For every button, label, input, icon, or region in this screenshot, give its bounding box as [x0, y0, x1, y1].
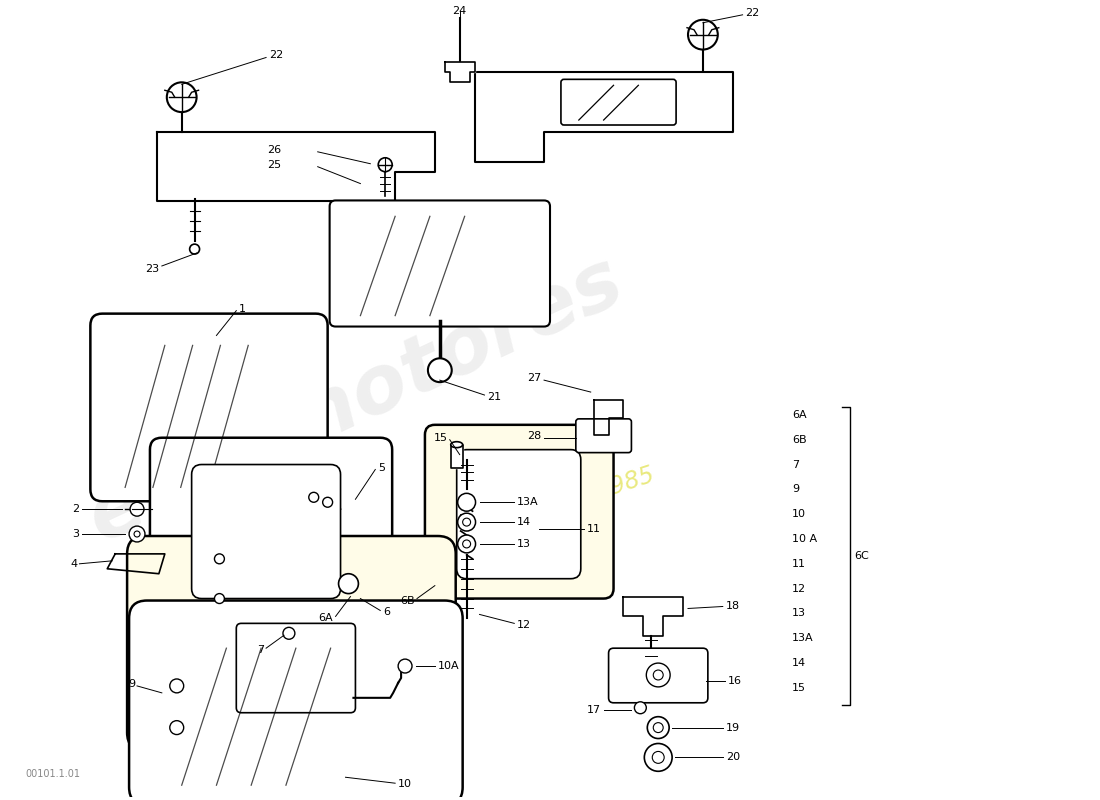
Circle shape — [458, 494, 475, 511]
Text: 2: 2 — [73, 504, 79, 514]
FancyBboxPatch shape — [456, 450, 581, 578]
FancyBboxPatch shape — [425, 425, 614, 598]
Text: 6B: 6B — [792, 434, 807, 445]
Text: 1: 1 — [240, 304, 246, 314]
Circle shape — [169, 679, 184, 693]
Polygon shape — [474, 72, 733, 162]
Polygon shape — [157, 132, 434, 202]
Polygon shape — [594, 400, 624, 434]
Text: 26: 26 — [267, 145, 280, 155]
Text: 12: 12 — [792, 584, 806, 594]
Text: 6: 6 — [383, 607, 390, 618]
FancyBboxPatch shape — [90, 314, 328, 502]
Circle shape — [189, 244, 199, 254]
FancyBboxPatch shape — [150, 438, 393, 620]
Text: 27: 27 — [527, 373, 541, 383]
Circle shape — [635, 702, 647, 714]
Text: 22: 22 — [746, 8, 760, 18]
Text: 9: 9 — [792, 484, 800, 494]
Text: 7: 7 — [257, 645, 264, 655]
Circle shape — [214, 554, 224, 564]
Text: 15: 15 — [433, 433, 448, 442]
Text: 9: 9 — [128, 679, 135, 689]
Text: 24: 24 — [452, 6, 466, 16]
Text: 14: 14 — [792, 658, 806, 668]
Circle shape — [130, 502, 144, 516]
Circle shape — [463, 540, 471, 548]
Text: 13: 13 — [792, 609, 806, 618]
Text: 14: 14 — [517, 517, 531, 527]
Circle shape — [134, 531, 140, 537]
Circle shape — [652, 751, 664, 763]
Text: 7: 7 — [792, 459, 800, 470]
Circle shape — [647, 717, 669, 738]
Text: 10A: 10A — [438, 661, 460, 671]
Circle shape — [688, 20, 718, 50]
FancyBboxPatch shape — [330, 201, 550, 326]
Circle shape — [169, 721, 184, 734]
Text: 10: 10 — [792, 509, 806, 519]
Text: 11: 11 — [792, 559, 806, 569]
Circle shape — [647, 663, 670, 687]
Text: 5: 5 — [378, 462, 385, 473]
Circle shape — [167, 82, 197, 112]
Text: 11: 11 — [586, 524, 601, 534]
Circle shape — [214, 594, 224, 603]
Text: 22: 22 — [270, 50, 284, 59]
Circle shape — [322, 498, 332, 507]
Circle shape — [309, 492, 319, 502]
Text: 13A: 13A — [517, 498, 539, 507]
Circle shape — [463, 518, 471, 526]
FancyBboxPatch shape — [191, 465, 341, 598]
Text: 6C: 6C — [854, 551, 869, 561]
Text: 4: 4 — [70, 559, 77, 569]
Text: a passion for parts since 1985: a passion for parts since 1985 — [311, 462, 658, 596]
Polygon shape — [107, 554, 165, 574]
Circle shape — [653, 670, 663, 680]
Circle shape — [653, 722, 663, 733]
Circle shape — [398, 659, 412, 673]
Circle shape — [458, 513, 475, 531]
Text: euromotores: euromotores — [75, 242, 636, 558]
Circle shape — [428, 358, 452, 382]
Text: 19: 19 — [726, 722, 740, 733]
Text: 25: 25 — [267, 160, 280, 170]
Text: 13A: 13A — [792, 634, 814, 643]
FancyBboxPatch shape — [129, 601, 463, 800]
FancyBboxPatch shape — [608, 648, 708, 702]
Circle shape — [458, 535, 475, 553]
Text: 20: 20 — [726, 752, 740, 762]
Text: 10: 10 — [398, 779, 412, 789]
Text: 23: 23 — [145, 264, 158, 274]
Text: 16: 16 — [728, 676, 741, 686]
Polygon shape — [444, 62, 474, 82]
Text: 00101.1.01: 00101.1.01 — [25, 770, 80, 779]
Text: 12: 12 — [517, 620, 531, 630]
Text: 15: 15 — [792, 683, 806, 693]
FancyBboxPatch shape — [575, 419, 631, 453]
Circle shape — [283, 627, 295, 639]
Text: 6A: 6A — [792, 410, 807, 420]
Text: 21: 21 — [487, 392, 502, 402]
Text: 3: 3 — [73, 529, 79, 539]
Polygon shape — [624, 597, 683, 636]
Text: 18: 18 — [726, 602, 740, 611]
Circle shape — [378, 158, 393, 172]
Text: 6A: 6A — [318, 614, 332, 623]
Ellipse shape — [451, 442, 463, 448]
FancyBboxPatch shape — [561, 79, 676, 125]
FancyBboxPatch shape — [236, 623, 355, 713]
Circle shape — [645, 743, 672, 771]
Polygon shape — [451, 445, 463, 467]
Circle shape — [129, 526, 145, 542]
Text: 6B: 6B — [400, 595, 415, 606]
Text: 10 A: 10 A — [792, 534, 817, 544]
Text: 28: 28 — [527, 430, 541, 441]
FancyBboxPatch shape — [128, 536, 455, 750]
Text: 13: 13 — [517, 539, 531, 549]
Circle shape — [339, 574, 359, 594]
Text: 17: 17 — [586, 705, 601, 714]
Polygon shape — [296, 491, 341, 510]
